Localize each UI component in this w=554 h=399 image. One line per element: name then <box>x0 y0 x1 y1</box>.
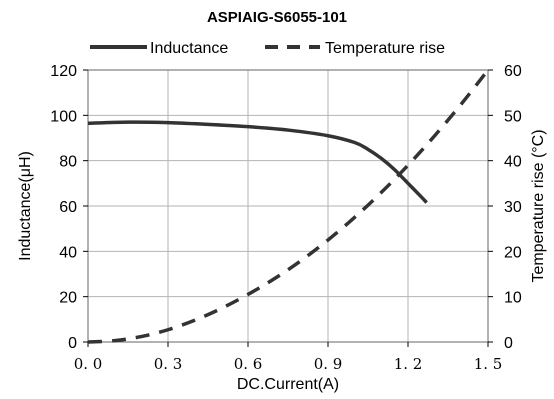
y-left-tick-label: 120 <box>50 63 77 80</box>
series-layer <box>87 68 490 344</box>
tick-labels: 0. 0 0. 3 0. 6 0. 9 1. 2 1. 50204060801001200… <box>50 63 522 373</box>
y-left-tick-label: 40 <box>59 244 77 261</box>
y-left-tick-label: 0 <box>68 335 77 352</box>
chart-title: ASPIAIG-S6055-101 <box>207 9 347 26</box>
x-tick-label: 1. 5 <box>474 355 503 373</box>
x-tick-label: 0. 6 <box>234 355 263 373</box>
y-right-tick-label: 10 <box>504 290 522 307</box>
legend: Inductance Temperature rise <box>90 40 445 57</box>
y-right-tick-label: 50 <box>504 108 522 125</box>
y-right-tick-label: 30 <box>504 199 522 216</box>
legend-label-temperature: Temperature rise <box>325 40 445 57</box>
x-axis-label: DC.Current(A) <box>237 376 339 393</box>
grid <box>88 70 488 342</box>
y-right-tick-label: 20 <box>504 244 522 261</box>
x-tick-label: 0. 9 <box>314 355 343 373</box>
series-line-inductance <box>87 120 428 204</box>
y-left-tick-label: 100 <box>50 108 77 125</box>
y-left-tick-label: 20 <box>59 290 77 307</box>
x-tick-label: 0. 0 <box>74 355 103 373</box>
legend-label-inductance: Inductance <box>150 40 228 57</box>
axis-ticks <box>83 69 493 347</box>
y-left-tick-label: 80 <box>59 154 77 171</box>
y-axis-label-left: Inductance(μH) <box>17 151 34 261</box>
y-axis-label-right: Temperature rise (°C) <box>530 129 547 282</box>
x-tick-label: 0. 3 <box>154 355 183 373</box>
y-right-tick-label: 60 <box>504 63 522 80</box>
y-right-tick-label: 0 <box>504 335 513 352</box>
series-line-temperature-rise <box>87 68 490 344</box>
x-tick-label: 1. 2 <box>394 355 423 373</box>
y-left-tick-label: 60 <box>59 199 77 216</box>
y-right-tick-label: 40 <box>504 154 522 171</box>
